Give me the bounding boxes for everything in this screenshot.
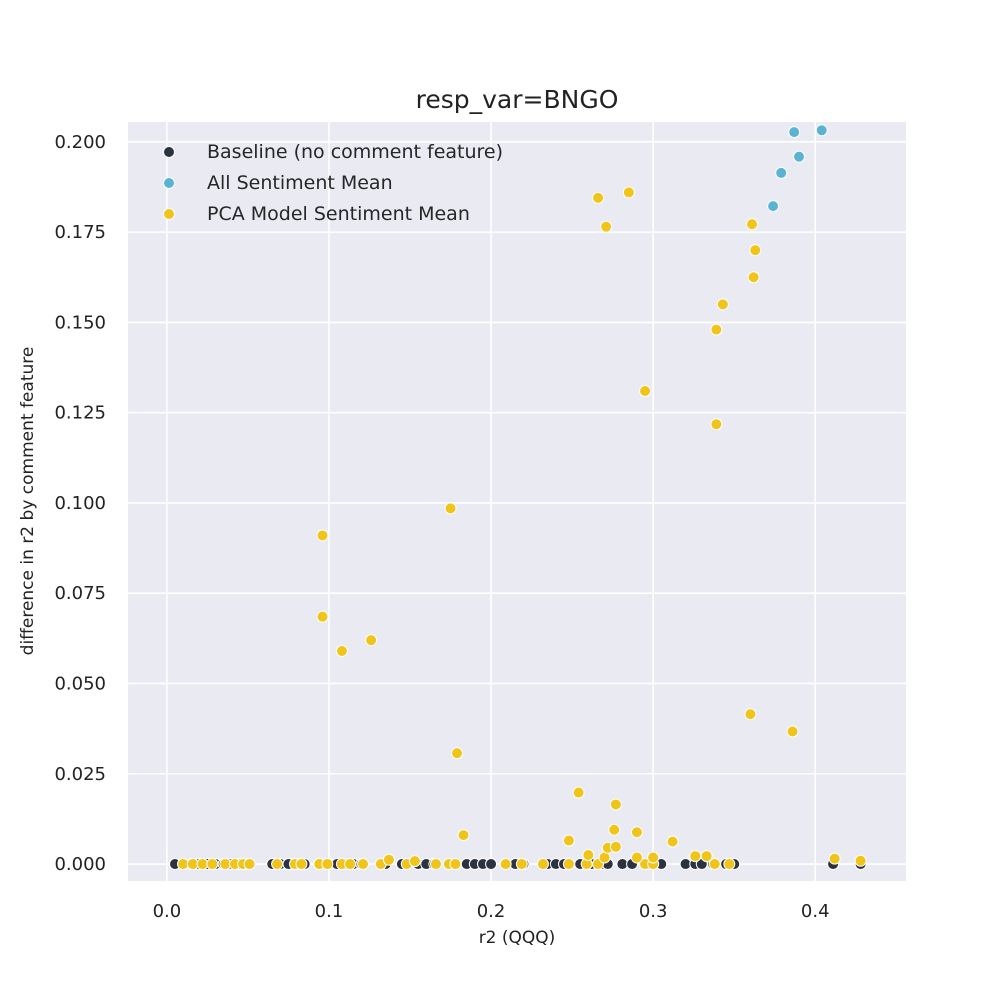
data-point [499, 858, 512, 871]
data-point [630, 851, 643, 864]
data-point [793, 150, 806, 163]
data-point [775, 166, 788, 179]
data-point [271, 858, 284, 871]
data-point [562, 834, 575, 847]
x-tick-label: 0.1 [315, 901, 344, 922]
data-point [786, 725, 799, 738]
data-point [854, 854, 867, 867]
data-point [747, 271, 760, 284]
data-point [723, 858, 736, 871]
data-point [746, 218, 759, 231]
data-point [451, 747, 464, 760]
plot-background [128, 122, 906, 881]
data-point [335, 644, 348, 657]
data-point [536, 858, 549, 871]
x-tick-labels: 0.0 0.1 0.2 0.3 0.4 [153, 901, 830, 922]
data-point [382, 853, 395, 866]
data-point [716, 298, 729, 311]
data-point [700, 850, 713, 863]
data-point [344, 858, 357, 871]
data-point [710, 323, 723, 336]
chart-title: resp_var=BNGO [416, 85, 619, 114]
data-point [515, 858, 528, 871]
data-point [295, 858, 308, 871]
data-point [689, 850, 702, 863]
data-point [828, 852, 841, 865]
data-point [749, 244, 762, 257]
data-point [609, 840, 622, 853]
legend-marker [163, 146, 175, 158]
data-point [609, 798, 622, 811]
data-point [708, 858, 721, 871]
data-point [622, 186, 635, 199]
data-point [639, 385, 652, 398]
legend: Baseline (no comment feature) All Sentime… [163, 141, 503, 225]
y-tick-label: 0.050 [54, 673, 106, 694]
data-point [562, 858, 575, 871]
legend-marker [163, 177, 175, 189]
data-point [647, 851, 660, 864]
data-point [592, 191, 605, 204]
data-point [316, 610, 329, 623]
data-point [321, 858, 334, 871]
data-point [608, 823, 621, 836]
y-tick-label: 0.075 [54, 583, 106, 604]
series-2 [767, 124, 828, 213]
data-point [788, 126, 801, 139]
x-tick-label: 0.4 [801, 901, 830, 922]
x-tick-label: 0.2 [477, 901, 506, 922]
y-tick-label: 0.175 [54, 222, 106, 243]
data-points [169, 124, 867, 871]
legend-label: Baseline (no comment feature) [207, 141, 503, 163]
y-tick-label: 0.150 [54, 312, 106, 333]
data-point [457, 829, 470, 842]
y-tick-label: 0.200 [54, 132, 106, 153]
series-3 [177, 186, 867, 871]
data-point [666, 835, 679, 848]
data-point [357, 858, 370, 871]
data-point [365, 634, 378, 647]
data-point [815, 124, 828, 137]
y-tick-label: 0.000 [54, 854, 106, 875]
data-point [582, 849, 595, 862]
legend-label: PCA Model Sentiment Mean [207, 203, 470, 225]
data-point [600, 220, 613, 233]
data-point [572, 786, 585, 799]
y-tick-label: 0.025 [54, 764, 106, 785]
data-point [449, 858, 462, 871]
y-axis-label: difference in r2 by comment feature [18, 347, 38, 656]
data-point [429, 858, 442, 871]
y-tick-label: 0.125 [54, 403, 106, 424]
data-point [744, 708, 757, 721]
x-tick-label: 0.3 [639, 901, 668, 922]
data-point [485, 858, 498, 871]
legend-marker [163, 208, 175, 220]
x-axis-label: r2 (QQQ) [479, 928, 556, 948]
x-tick-label: 0.0 [153, 901, 182, 922]
data-point [206, 858, 219, 871]
data-point [444, 502, 457, 515]
data-point [243, 858, 256, 871]
y-tick-labels: 0.000 0.025 0.050 0.075 0.100 0.125 0.150 0.175… [54, 132, 106, 875]
y-tick-label: 0.100 [54, 493, 106, 514]
legend-label: All Sentiment Mean [207, 172, 393, 194]
data-point [316, 529, 329, 542]
data-point [767, 200, 780, 213]
data-point [710, 418, 723, 431]
data-point [408, 855, 421, 868]
data-point [630, 826, 643, 839]
